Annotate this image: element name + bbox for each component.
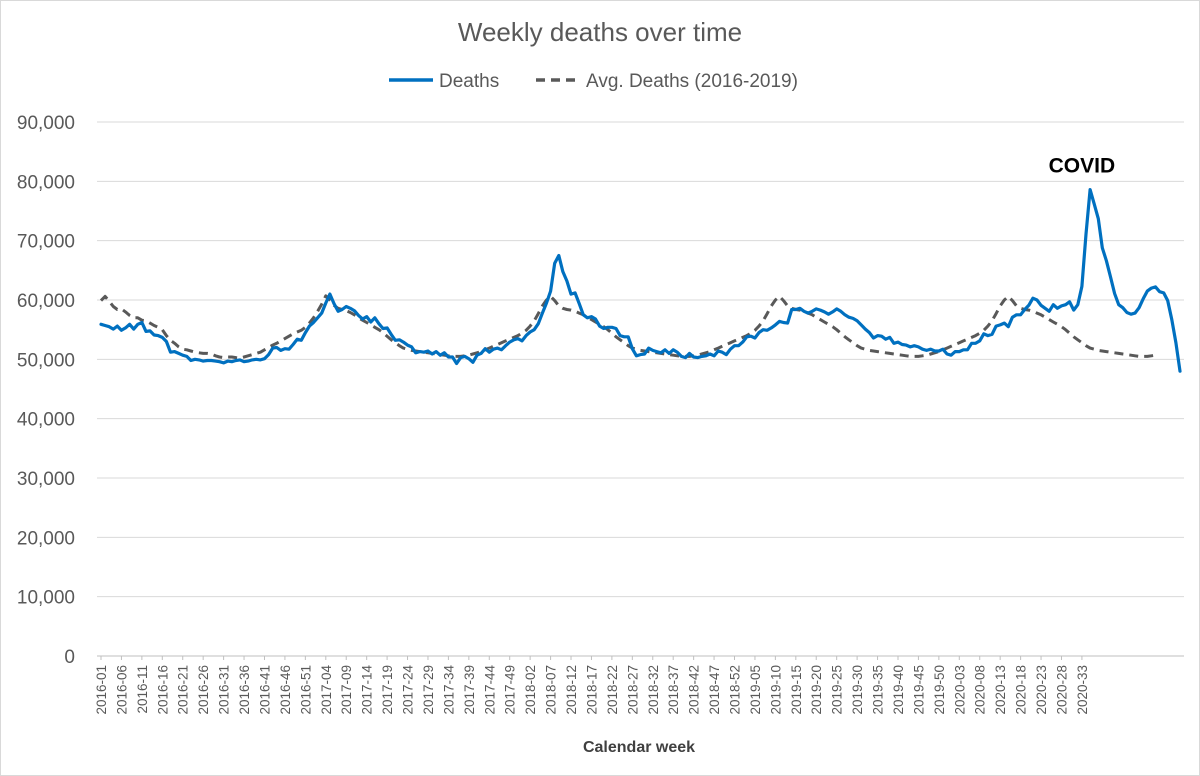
y-tick-label: 70,000	[17, 232, 75, 253]
x-tick-label: 2018-37	[666, 665, 681, 715]
deaths-line	[99, 188, 1182, 373]
x-tick-label: 2016-06	[114, 665, 129, 715]
covid-annotation: COVID	[1049, 154, 1116, 177]
x-tick-label: 2020-28	[1054, 665, 1069, 715]
x-tick-label: 2019-05	[748, 665, 763, 715]
x-tick-label: 2020-23	[1034, 665, 1049, 715]
y-tick-label: 30,000	[17, 469, 75, 490]
x-tick-label: 2016-16	[155, 665, 170, 715]
x-tick-label: 2016-01	[94, 665, 109, 715]
y-tick-label: 60,000	[17, 291, 75, 312]
x-tick-label: 2018-17	[584, 665, 599, 715]
x-tick-label: 2019-20	[809, 665, 824, 715]
x-tick-label: 2018-07	[544, 665, 559, 715]
x-tick-label: 2019-40	[891, 665, 906, 715]
x-tick-label: 2017-44	[482, 665, 497, 715]
x-tick-label: 2016-26	[196, 665, 211, 715]
x-tick-label: 2018-02	[523, 665, 538, 715]
x-tick-label: 2016-11	[135, 665, 150, 714]
x-tick-label: 2017-14	[360, 665, 375, 715]
x-tick-label: 2017-04	[319, 665, 334, 715]
x-tick-label: 2017-49	[503, 665, 518, 715]
x-tick-label: 2020-03	[952, 665, 967, 715]
x-tick-label: 2018-12	[564, 665, 579, 715]
x-tick-label: 2016-46	[278, 665, 293, 715]
x-tick-label: 2018-22	[605, 665, 620, 715]
x-axis-ticks: 2016-01 2016-06 2016-11 2016-16 2016-21 2016-…	[94, 656, 1090, 715]
x-tick-label: 2016-41	[257, 665, 272, 715]
x-tick-label: 2017-39	[462, 665, 477, 715]
x-tick-label: 2017-34	[441, 665, 456, 715]
x-tick-label: 2016-36	[237, 665, 252, 715]
x-tick-label: 2019-25	[830, 665, 845, 715]
x-tick-label: 2018-52	[728, 665, 743, 715]
x-tick-label: 2019-35	[871, 665, 886, 715]
x-axis-title: Calendar week	[583, 739, 695, 756]
x-tick-label: 2017-19	[380, 665, 395, 715]
x-tick-label: 2017-24	[401, 665, 416, 715]
y-tick-label: 40,000	[17, 410, 75, 431]
y-tick-label: 80,000	[17, 172, 75, 193]
x-tick-label: 2017-29	[421, 665, 436, 715]
avg-deaths-line	[99, 294, 1156, 360]
legend: Deaths Avg. Deaths (2016-2019)	[389, 71, 798, 92]
x-tick-label: 2016-51	[298, 665, 313, 715]
chart-title: Weekly deaths over time	[458, 17, 742, 47]
y-tick-label: 90,000	[17, 113, 75, 134]
x-tick-label: 2018-47	[707, 665, 722, 715]
x-tick-label: 2018-42	[687, 665, 702, 715]
x-tick-label: 2018-27	[625, 665, 640, 715]
x-tick-label: 2017-09	[339, 665, 354, 715]
x-tick-label: 2020-08	[973, 665, 988, 715]
x-tick-label: 2019-30	[850, 665, 865, 715]
x-tick-label: 2016-31	[217, 665, 232, 715]
x-tick-label: 2016-21	[176, 665, 191, 715]
y-tick-label: 20,000	[17, 528, 75, 549]
gridlines	[97, 121, 1184, 598]
x-tick-label: 2019-15	[789, 665, 804, 715]
y-tick-label: 10,000	[17, 588, 75, 609]
x-tick-label: 2020-18	[1014, 665, 1029, 715]
x-tick-label: 2020-13	[993, 665, 1008, 715]
y-tick-label: 0	[64, 647, 75, 668]
series-lines	[99, 188, 1182, 373]
y-tick-label: 50,000	[17, 350, 75, 371]
y-axis-ticks: 0 10,000 20,000 30,000 40,000 50,000 60,000 70,…	[17, 113, 75, 668]
x-tick-label: 2019-45	[911, 665, 926, 715]
x-tick-label: 2019-10	[768, 665, 783, 715]
x-tick-label: 2019-50	[932, 665, 947, 715]
legend-avg-label: Avg. Deaths (2016-2019)	[586, 71, 798, 92]
legend-deaths-label: Deaths	[439, 71, 499, 92]
x-tick-label: 2018-32	[646, 665, 661, 715]
x-tick-label: 2020-33	[1075, 665, 1090, 715]
